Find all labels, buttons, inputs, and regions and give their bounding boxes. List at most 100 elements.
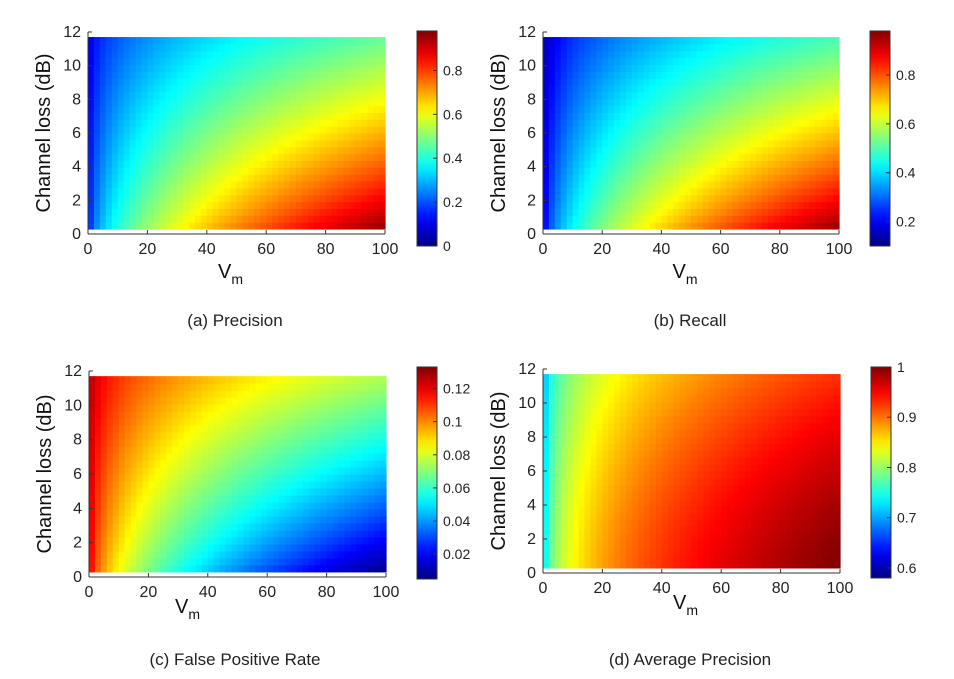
heatmap-cell [254, 126, 261, 134]
heatmap-cell [243, 439, 250, 447]
heatmap-cell [326, 543, 334, 552]
heatmap-cell [337, 194, 345, 203]
heatmap-cell [231, 467, 239, 475]
heatmap-cell [171, 112, 178, 120]
heatmap-cell [614, 160, 621, 168]
heatmap-cell [124, 508, 132, 517]
heatmap-cell [326, 536, 334, 545]
heatmap-cell [89, 557, 96, 566]
heatmap-cell [325, 126, 333, 134]
heatmap-cell [154, 480, 161, 489]
heatmap-cell [543, 505, 550, 514]
heatmap-cell [284, 139, 291, 148]
heatmap-cell [631, 201, 639, 209]
heatmap-cell [578, 208, 586, 216]
heatmap-cell [201, 404, 209, 412]
heatmap-cell [343, 160, 350, 168]
heatmap-cell [267, 453, 274, 461]
heatmap-cell [566, 512, 574, 521]
heatmap-cell [159, 119, 166, 127]
heatmap-cell [649, 222, 657, 230]
heatmap-cell [655, 78, 662, 86]
heatmap-cell [106, 390, 114, 398]
heatmap-cell [685, 50, 692, 59]
heatmap-cell [554, 194, 562, 203]
heatmap-cell [100, 390, 108, 398]
heatmap-cell [135, 180, 143, 189]
heatmap-cell [142, 425, 149, 433]
heatmap-cell [661, 436, 669, 444]
heatmap-cell [355, 119, 362, 127]
heatmap-cell [243, 397, 250, 405]
heatmap-cell [374, 557, 381, 566]
heatmap-cell [679, 146, 686, 155]
heatmap-cell [296, 397, 304, 405]
heatmap-cell [189, 432, 197, 440]
heatmap-cell [135, 64, 143, 72]
heatmap-cell [702, 37, 710, 45]
heatmap-cell [201, 390, 209, 398]
heatmap-cell [153, 201, 160, 209]
heatmap-cell [655, 471, 663, 479]
heatmap-cell [356, 383, 363, 391]
heatmap-cell [631, 126, 639, 134]
heatmap-cell [554, 381, 562, 389]
heatmap-cell [578, 64, 586, 72]
heatmap-cell [135, 215, 143, 223]
heatmap-cell [596, 194, 603, 203]
heatmap-cell [166, 515, 173, 524]
heatmap-cell [809, 180, 816, 189]
heatmap-cell [738, 180, 745, 189]
heatmap-cell [165, 91, 172, 100]
heatmap-cell [373, 222, 380, 230]
heatmap-cell [649, 519, 657, 527]
heatmap-cell [338, 557, 346, 566]
heatmap-cell [153, 215, 160, 223]
heatmap-cell [602, 222, 609, 230]
heatmap-cell [590, 505, 598, 514]
heatmap-cell [285, 460, 292, 468]
heatmap-cell [625, 37, 633, 45]
heatmap-cell [661, 146, 668, 155]
heatmap-cell [702, 119, 710, 127]
heatmap-cell [750, 37, 757, 45]
heatmap-cell [572, 174, 580, 182]
heatmap-cell [200, 98, 208, 107]
heatmap-cell [249, 522, 256, 531]
heatmap-cell [643, 222, 651, 230]
heatmap-cell [112, 564, 120, 573]
heatmap-cell [129, 153, 137, 162]
heatmap-cell [160, 383, 167, 391]
heatmap-cell [833, 119, 840, 127]
heatmap-cell [560, 387, 568, 396]
heatmap-cell [307, 180, 315, 189]
heatmap-cell [632, 519, 639, 527]
heatmap-cell [295, 139, 303, 148]
heatmap-cell [797, 208, 805, 216]
heatmap-cell [295, 50, 303, 59]
heatmap-cell [655, 401, 663, 410]
heatmap-cell [560, 57, 568, 66]
heatmap-cell [171, 37, 178, 45]
heatmap-cell [172, 467, 179, 475]
heatmap-cell [661, 512, 669, 521]
heatmap-cell [94, 460, 102, 468]
heatmap-cell [667, 146, 674, 155]
heatmap-cell [756, 208, 763, 216]
heatmap-cell [362, 474, 369, 482]
heatmap-cell [355, 91, 362, 100]
heatmap-cell [726, 208, 734, 216]
heatmap-cell [543, 112, 550, 120]
heatmap-cell [219, 432, 227, 440]
heatmap-cell [94, 529, 102, 538]
heatmap-cell [543, 498, 550, 507]
heatmap-cell [194, 119, 202, 127]
heatmap-cell [762, 50, 769, 59]
heatmap-cell [177, 112, 184, 120]
heatmap-cell [194, 180, 202, 189]
heatmap-cell [714, 153, 722, 162]
heatmap-cell [153, 64, 160, 72]
heatmap-cell [236, 98, 244, 107]
heatmap-cell [207, 501, 215, 510]
heatmap-cell [608, 554, 615, 562]
